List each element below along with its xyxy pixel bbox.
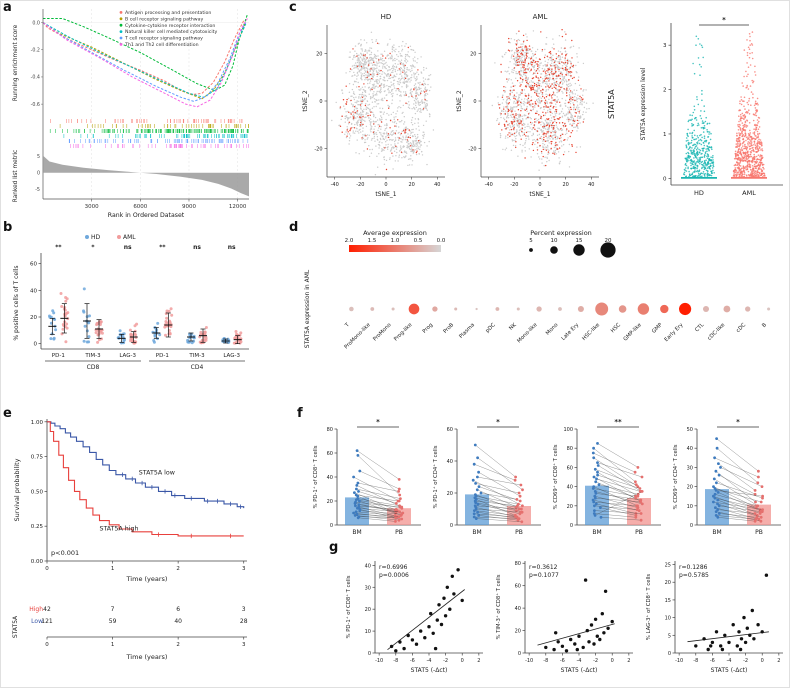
svg-text:9000: 9000 (182, 204, 196, 210)
svg-text:Running enrichment score: Running enrichment score (13, 24, 19, 101)
svg-text:Cytokine-cytokine receptor int: Cytokine-cytokine receptor interaction (125, 23, 215, 29)
svg-text:-20: -20 (356, 182, 364, 188)
svg-text:-20: -20 (510, 182, 518, 188)
svg-text:% positive cells of T cells: % positive cells of T cells (13, 265, 20, 340)
svg-text:0: 0 (37, 171, 40, 177)
svg-text:-0.6: -0.6 (31, 102, 40, 108)
svg-text:1: 1 (663, 132, 667, 138)
panel-label-g: g (329, 540, 339, 555)
svg-text:*: * (91, 244, 95, 251)
svg-text:**: ** (159, 244, 166, 251)
panel-label-d: d (289, 220, 299, 235)
svg-text:Antigen processing and present: Antigen processing and presentation (125, 10, 211, 16)
svg-text:-40: -40 (331, 182, 339, 188)
svg-text:Rank in Ordered Dataset: Rank in Ordered Dataset (108, 212, 185, 219)
svg-text:20: 20 (408, 182, 414, 188)
svg-text:ns: ns (124, 244, 132, 251)
svg-text:0: 0 (538, 182, 541, 188)
svg-text:-20: -20 (314, 146, 322, 152)
svg-text:tSNE_2: tSNE_2 (302, 90, 309, 111)
svg-text:LAG-3: LAG-3 (119, 353, 136, 359)
svg-text:60: 60 (30, 262, 37, 268)
svg-text:0: 0 (663, 176, 667, 182)
svg-text:Natural killer cell mediated c: Natural killer cell mediated cytotoxicit… (125, 29, 217, 35)
svg-text:40: 40 (30, 288, 37, 294)
svg-text:5: 5 (37, 154, 40, 160)
panel-label-e: e (3, 406, 12, 421)
svg-text:0: 0 (473, 99, 476, 105)
svg-text:tSNE_1: tSNE_1 (529, 191, 550, 198)
panel-label-a: a (3, 0, 12, 15)
panel-b-marker-scatter-chart: 0 20 40 60 % positive cells of T cells HD AML *… (13, 234, 249, 371)
svg-text:-0.4: -0.4 (31, 75, 40, 81)
svg-text:ns: ns (193, 244, 201, 251)
svg-text:tSNE_2: tSNE_2 (456, 90, 463, 111)
svg-text:TIM-3: TIM-3 (188, 353, 205, 359)
svg-text:-0.2: -0.2 (31, 48, 40, 54)
svg-text:-5: -5 (35, 187, 40, 193)
panel-label-c: c (289, 0, 297, 15)
svg-text:20: 20 (316, 51, 322, 57)
svg-text:HD: HD (694, 189, 704, 197)
panel-c-tsne-hd-chart: HD -40 -20 0 20 40 -20 0 20 tSNE_1 tSNE_2 (302, 13, 445, 198)
svg-text:PD-1: PD-1 (156, 353, 169, 359)
panel-a-gsea-chart: 0.0 -0.2 -0.4 -0.6 Antigen processing and pr… (13, 9, 249, 219)
svg-text:20: 20 (562, 182, 568, 188)
svg-text:AML: AML (123, 234, 136, 241)
svg-text:3000: 3000 (85, 204, 99, 210)
svg-text:2: 2 (663, 88, 667, 94)
svg-text:0.0: 0.0 (32, 20, 40, 26)
svg-text:PD-1: PD-1 (52, 353, 65, 359)
svg-text:LAG-3: LAG-3 (223, 353, 240, 359)
svg-text:Th1 and Th2 cell differentiati: Th1 and Th2 cell differentiation (124, 42, 199, 48)
svg-text:tSNE_1: tSNE_1 (375, 191, 396, 198)
svg-text:40: 40 (434, 182, 440, 188)
svg-text:TIM-3: TIM-3 (84, 353, 101, 359)
svg-text:Ranked list metric: Ranked list metric (13, 150, 19, 202)
svg-text:40: 40 (588, 182, 594, 188)
svg-text:T cell receptor signaling path: T cell receptor signaling pathway (124, 36, 203, 42)
panel-c-tsne-aml-chart: AML -40 -20 0 20 40 -20 0 20 tSNE_1 tSNE_2 (456, 13, 599, 198)
panel-label-f: f (297, 406, 303, 421)
svg-text:0: 0 (34, 342, 38, 348)
panel-label-b: b (3, 220, 13, 235)
svg-text:ns: ns (228, 244, 236, 251)
svg-text:0: 0 (319, 99, 322, 105)
svg-text:**: ** (55, 244, 62, 251)
svg-text:-40: -40 (485, 182, 493, 188)
svg-text:HD: HD (91, 234, 101, 241)
svg-text:B cell receptor signaling path: B cell receptor signaling pathway (125, 16, 203, 22)
svg-text:20: 20 (470, 51, 476, 57)
svg-text:12000: 12000 (229, 204, 247, 210)
svg-text:CD8: CD8 (87, 364, 100, 371)
panel-c-colorbar-label: STAT5A (607, 89, 616, 119)
svg-text:HD: HD (381, 13, 392, 21)
svg-text:CD4: CD4 (191, 364, 204, 371)
svg-text:3: 3 (663, 43, 667, 49)
svg-text:0: 0 (384, 182, 387, 188)
svg-text:20: 20 (30, 315, 37, 321)
svg-text:-20: -20 (468, 146, 476, 152)
svg-text:6000: 6000 (133, 204, 147, 210)
svg-text:STAT5A expression level: STAT5A expression level (640, 67, 647, 140)
svg-text:AML: AML (533, 13, 548, 21)
